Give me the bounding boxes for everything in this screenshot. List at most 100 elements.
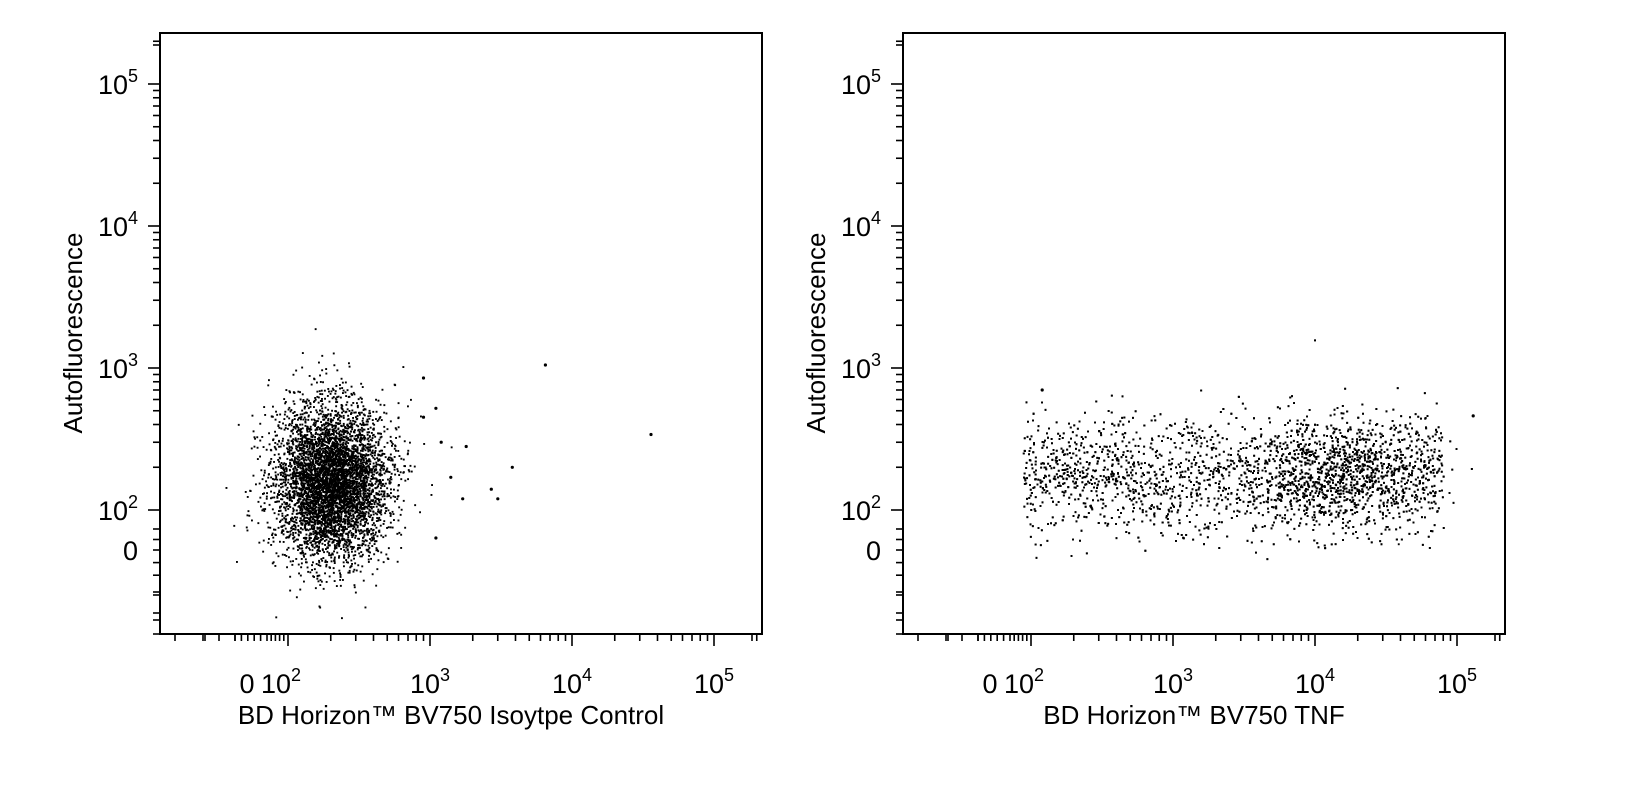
event-dot: [332, 516, 335, 519]
event-dot: [368, 471, 371, 473]
event-dot: [306, 566, 309, 569]
event-dot: [319, 463, 322, 466]
event-dot: [374, 540, 376, 543]
event-dot: [331, 474, 334, 477]
event-dot: [314, 521, 316, 524]
event-dot: [334, 439, 337, 442]
event-dot: [372, 499, 375, 502]
event-dot: [295, 538, 298, 541]
event-dot: [346, 469, 349, 472]
event-dot: [377, 497, 380, 500]
event-dot: [249, 489, 252, 492]
event-dot: [315, 530, 318, 533]
event-dot: [376, 502, 379, 505]
event-dot: [365, 462, 367, 465]
event-dot: [337, 395, 340, 398]
event-dot: [336, 493, 338, 496]
event-dot: [284, 481, 287, 484]
event-dot: [310, 457, 313, 460]
event-dot: [380, 419, 383, 421]
event-dot: [264, 508, 267, 510]
event-dot: [352, 402, 355, 404]
event-dot: [348, 507, 351, 510]
event-dot: [355, 439, 357, 442]
event-dot: [348, 531, 350, 534]
event-dot: [356, 464, 359, 467]
event-dot: [329, 526, 332, 529]
event-dot: [325, 505, 328, 508]
event-dot: [358, 512, 361, 515]
event-dot: [342, 472, 345, 475]
event-dot: [323, 483, 326, 486]
event-dot: [318, 494, 320, 497]
event-dot: [321, 549, 324, 552]
event-dot: [330, 489, 333, 492]
event-dot: [340, 529, 343, 532]
event-dot: [349, 525, 351, 528]
event-dot: [349, 468, 351, 471]
event-dot: [364, 472, 367, 475]
event-dot: [293, 475, 296, 478]
event-dot: [402, 471, 405, 474]
event-dot: [343, 565, 345, 568]
event-dot: [311, 448, 314, 451]
event-dot: [355, 450, 358, 453]
event-dot: [340, 377, 343, 380]
event-dot: [265, 497, 268, 500]
event-dot: [370, 445, 373, 448]
event-dot: [299, 517, 302, 520]
event-dot: [377, 483, 380, 486]
event-dot: [303, 542, 306, 545]
event-dot: [305, 467, 308, 470]
event-dot: [364, 408, 367, 411]
event-dot: [327, 459, 330, 462]
event-dot: [270, 449, 273, 452]
event-dot: [354, 476, 357, 479]
event-dot: [294, 460, 296, 463]
event-dot: [280, 483, 282, 485]
event-dot: [283, 418, 286, 420]
event-dot: [359, 432, 361, 435]
event-dot: [357, 493, 359, 496]
event-dot: [336, 519, 339, 522]
event-dot: [312, 461, 314, 464]
event-dot: [372, 528, 375, 531]
event-dot: [363, 525, 366, 527]
event-dot: [301, 352, 304, 354]
event-dot: [338, 450, 341, 453]
event-dot: [359, 570, 362, 573]
event-dot: [373, 458, 376, 461]
event-dot: [318, 454, 320, 457]
event-dot: [317, 500, 320, 502]
event-dot: [324, 414, 327, 416]
event-dot: [307, 518, 310, 521]
event-dot: [300, 523, 303, 526]
event-dot: [373, 553, 376, 556]
event-dot: [297, 563, 300, 566]
event-dot: [316, 452, 318, 455]
event-dot: [328, 456, 330, 459]
event-dot: [362, 511, 365, 514]
event-dot: [316, 478, 318, 481]
event-dot: [287, 442, 290, 445]
event-dot: [360, 462, 363, 465]
event-dot: [376, 486, 379, 489]
event-dot: [380, 509, 383, 512]
event-dot: [328, 480, 331, 483]
event-dot: [299, 473, 302, 476]
event-dot: [303, 436, 306, 439]
event-dot: [331, 471, 333, 474]
event-dot: [349, 433, 351, 436]
event-dot: [349, 481, 351, 484]
event-dot: [360, 397, 363, 400]
event-dot: [336, 485, 339, 488]
event-dot: [355, 465, 358, 468]
event-dot: [364, 606, 367, 609]
event-dot: [331, 488, 334, 491]
event-dot: [373, 543, 376, 545]
event-dot: [269, 462, 272, 465]
event-dot: [291, 520, 294, 523]
event-dot: [321, 521, 323, 524]
event-dot: [346, 430, 349, 433]
